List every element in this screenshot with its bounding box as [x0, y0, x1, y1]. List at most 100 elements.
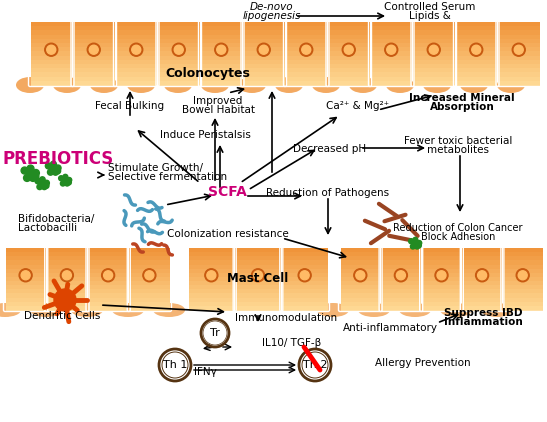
FancyBboxPatch shape	[5, 281, 46, 286]
FancyBboxPatch shape	[115, 30, 157, 35]
FancyBboxPatch shape	[201, 81, 242, 86]
FancyBboxPatch shape	[115, 26, 157, 31]
FancyBboxPatch shape	[381, 277, 421, 281]
FancyBboxPatch shape	[46, 285, 87, 290]
FancyBboxPatch shape	[31, 51, 72, 56]
FancyBboxPatch shape	[88, 265, 128, 269]
FancyBboxPatch shape	[498, 60, 539, 65]
Text: metabolites: metabolites	[427, 145, 489, 155]
FancyBboxPatch shape	[189, 281, 234, 286]
FancyBboxPatch shape	[5, 285, 46, 290]
FancyBboxPatch shape	[5, 273, 46, 277]
FancyBboxPatch shape	[115, 51, 157, 56]
FancyBboxPatch shape	[503, 306, 543, 311]
FancyBboxPatch shape	[456, 35, 497, 39]
FancyBboxPatch shape	[456, 26, 497, 31]
FancyBboxPatch shape	[88, 293, 128, 298]
FancyBboxPatch shape	[115, 39, 157, 43]
FancyBboxPatch shape	[46, 293, 87, 298]
FancyBboxPatch shape	[73, 35, 114, 39]
FancyBboxPatch shape	[5, 302, 46, 306]
FancyBboxPatch shape	[73, 47, 114, 52]
FancyBboxPatch shape	[340, 302, 380, 306]
FancyBboxPatch shape	[340, 306, 380, 311]
FancyBboxPatch shape	[413, 60, 455, 65]
FancyBboxPatch shape	[46, 260, 87, 265]
FancyBboxPatch shape	[73, 43, 114, 48]
FancyBboxPatch shape	[158, 43, 200, 48]
Circle shape	[417, 241, 422, 246]
FancyBboxPatch shape	[413, 39, 455, 43]
FancyBboxPatch shape	[381, 293, 421, 298]
Circle shape	[55, 168, 61, 174]
Circle shape	[478, 271, 487, 280]
FancyBboxPatch shape	[381, 273, 421, 277]
FancyBboxPatch shape	[498, 77, 539, 81]
Circle shape	[387, 45, 395, 54]
Circle shape	[354, 269, 367, 282]
FancyBboxPatch shape	[413, 81, 455, 86]
FancyBboxPatch shape	[73, 73, 114, 77]
Circle shape	[44, 180, 49, 186]
FancyBboxPatch shape	[243, 56, 284, 60]
FancyBboxPatch shape	[286, 43, 327, 48]
FancyBboxPatch shape	[282, 306, 328, 311]
FancyBboxPatch shape	[456, 77, 497, 81]
FancyBboxPatch shape	[503, 289, 543, 294]
FancyBboxPatch shape	[158, 30, 200, 35]
FancyBboxPatch shape	[201, 77, 242, 81]
Circle shape	[65, 181, 69, 186]
FancyBboxPatch shape	[503, 277, 543, 281]
Circle shape	[46, 45, 56, 54]
FancyBboxPatch shape	[201, 39, 242, 43]
FancyBboxPatch shape	[31, 73, 72, 77]
FancyBboxPatch shape	[503, 298, 543, 302]
FancyBboxPatch shape	[5, 256, 46, 261]
Text: Reduction of Colon Cancer: Reduction of Colon Cancer	[393, 223, 523, 233]
FancyBboxPatch shape	[201, 22, 242, 27]
Text: Lipids &: Lipids &	[409, 11, 451, 21]
Text: Tr: Tr	[210, 328, 220, 338]
FancyBboxPatch shape	[282, 293, 328, 298]
FancyBboxPatch shape	[88, 285, 128, 290]
Circle shape	[59, 176, 63, 181]
Circle shape	[62, 178, 67, 182]
FancyBboxPatch shape	[31, 35, 72, 39]
Circle shape	[207, 271, 216, 280]
Ellipse shape	[153, 303, 185, 317]
FancyBboxPatch shape	[5, 293, 46, 298]
FancyBboxPatch shape	[413, 22, 455, 27]
FancyBboxPatch shape	[498, 64, 539, 69]
Ellipse shape	[30, 303, 62, 317]
FancyBboxPatch shape	[115, 81, 157, 86]
FancyBboxPatch shape	[328, 51, 370, 56]
FancyBboxPatch shape	[235, 306, 281, 311]
FancyBboxPatch shape	[235, 273, 281, 277]
FancyBboxPatch shape	[46, 289, 87, 294]
FancyBboxPatch shape	[456, 30, 497, 35]
FancyBboxPatch shape	[129, 256, 170, 261]
FancyBboxPatch shape	[235, 285, 281, 290]
Ellipse shape	[440, 303, 472, 317]
FancyBboxPatch shape	[88, 248, 128, 253]
FancyBboxPatch shape	[462, 256, 502, 261]
FancyBboxPatch shape	[46, 298, 87, 302]
FancyBboxPatch shape	[243, 26, 284, 31]
FancyBboxPatch shape	[189, 277, 234, 281]
FancyBboxPatch shape	[503, 302, 543, 306]
Circle shape	[385, 43, 398, 56]
Circle shape	[60, 181, 66, 186]
FancyBboxPatch shape	[201, 26, 242, 31]
FancyBboxPatch shape	[73, 64, 114, 69]
FancyBboxPatch shape	[189, 252, 234, 257]
FancyBboxPatch shape	[129, 260, 170, 265]
FancyBboxPatch shape	[282, 285, 328, 290]
FancyBboxPatch shape	[73, 30, 114, 35]
FancyBboxPatch shape	[115, 47, 157, 52]
FancyBboxPatch shape	[381, 269, 421, 273]
FancyBboxPatch shape	[201, 43, 242, 48]
Circle shape	[54, 289, 76, 311]
Circle shape	[66, 180, 71, 185]
FancyBboxPatch shape	[340, 273, 380, 277]
FancyBboxPatch shape	[282, 281, 328, 286]
